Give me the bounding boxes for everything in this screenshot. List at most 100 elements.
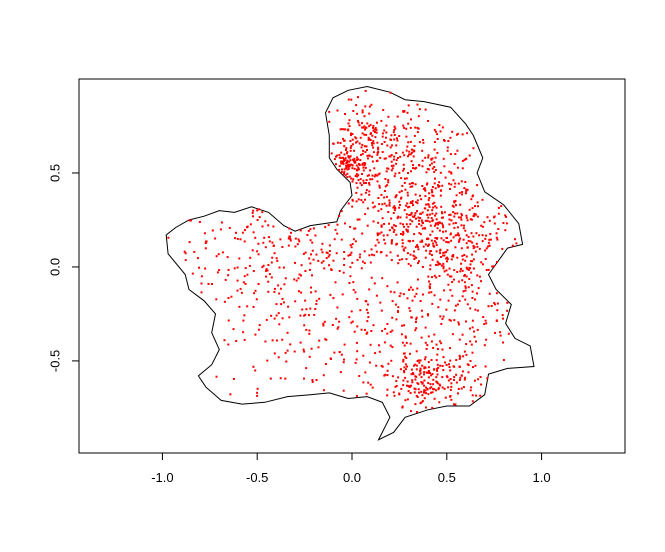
data-point (366, 207, 369, 210)
data-point (460, 267, 462, 270)
data-point (418, 361, 421, 364)
data-point (387, 362, 390, 365)
data-point (499, 331, 502, 334)
data-point (332, 259, 335, 262)
data-point (346, 168, 349, 171)
data-point (496, 261, 498, 263)
data-point (445, 240, 448, 243)
data-point (472, 258, 475, 261)
data-point (375, 294, 378, 297)
data-point (300, 274, 302, 277)
data-point (421, 221, 424, 224)
data-point (470, 218, 473, 221)
data-point (366, 149, 368, 151)
data-point (454, 222, 457, 224)
data-point (447, 386, 450, 389)
data-point (432, 194, 435, 197)
data-point (386, 285, 389, 288)
data-point (267, 280, 270, 283)
data-point (281, 317, 284, 320)
data-point (407, 172, 409, 174)
data-point (427, 370, 430, 372)
data-point (332, 297, 335, 300)
data-point (278, 266, 281, 269)
data-point (385, 124, 388, 127)
data-point (277, 312, 280, 315)
data-point (458, 299, 461, 302)
data-point (430, 217, 433, 220)
data-point (454, 153, 457, 155)
data-point (478, 275, 481, 278)
data-point (460, 218, 463, 221)
data-point (416, 199, 419, 202)
data-point (467, 371, 470, 374)
data-point (242, 281, 245, 284)
data-point (335, 163, 337, 166)
data-point (271, 241, 274, 244)
data-point (433, 170, 436, 173)
data-point (343, 358, 345, 361)
data-point (417, 115, 420, 118)
data-point (349, 266, 352, 269)
data-point (204, 247, 207, 250)
data-point (452, 236, 455, 239)
data-point (393, 129, 396, 131)
data-point (423, 367, 426, 370)
data-point (463, 158, 466, 161)
data-point (279, 238, 282, 241)
data-point (193, 250, 196, 253)
data-point (443, 211, 446, 214)
data-point (393, 138, 396, 141)
data-point (215, 298, 218, 301)
data-point (392, 212, 395, 214)
data-point (352, 238, 355, 241)
data-point (381, 135, 384, 138)
data-point (227, 319, 230, 322)
data-point (348, 156, 351, 159)
data-point (391, 239, 393, 242)
data-point (371, 386, 374, 389)
data-point (446, 146, 449, 149)
data-point (410, 384, 412, 387)
data-point (397, 262, 400, 265)
data-point (342, 389, 345, 392)
data-point (381, 329, 384, 332)
data-point (436, 237, 438, 240)
data-point (409, 223, 412, 226)
data-point (465, 216, 468, 219)
data-point (348, 282, 351, 284)
data-point (298, 273, 301, 276)
data-point (385, 170, 388, 173)
data-point (453, 278, 455, 281)
data-point (288, 227, 291, 230)
data-point (429, 387, 432, 390)
data-point (386, 388, 389, 391)
data-point (223, 300, 226, 303)
data-point (402, 248, 405, 251)
data-point (469, 307, 472, 310)
data-point (380, 224, 383, 227)
data-point (368, 193, 371, 196)
data-point (441, 386, 444, 389)
data-point (438, 221, 441, 224)
data-point (466, 219, 469, 222)
data-point (400, 387, 403, 390)
data-point (443, 251, 446, 254)
data-point (482, 316, 485, 318)
data-point (252, 270, 255, 272)
data-point (436, 363, 439, 366)
data-point (443, 270, 446, 273)
data-point (435, 212, 438, 215)
data-point (417, 262, 419, 265)
data-point (356, 175, 359, 178)
data-point (416, 210, 418, 213)
data-point (419, 367, 422, 370)
data-point (433, 240, 436, 243)
data-point (462, 355, 465, 358)
data-point (343, 153, 346, 156)
data-point (360, 267, 363, 270)
data-point (347, 202, 350, 205)
data-point (374, 352, 377, 355)
data-point (328, 110, 331, 113)
data-point (442, 267, 445, 270)
